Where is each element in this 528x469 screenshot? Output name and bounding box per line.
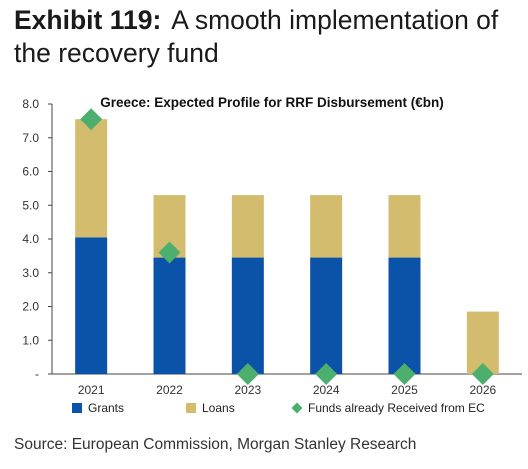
- marker-funds-received-2024: [315, 363, 338, 385]
- legend: Grants Loans Funds already Received from E…: [72, 401, 485, 415]
- y-tick-label: 4.0: [22, 232, 39, 246]
- exhibit-title: Exhibit 119: A smooth implementation of t…: [14, 4, 519, 70]
- marker-funds-received-2026: [471, 363, 494, 385]
- bar-grants-2024: [310, 257, 343, 374]
- y-tick-label: 8.0: [22, 97, 39, 111]
- legend-label: Funds already Received from EC: [308, 401, 485, 415]
- bar-loans-2021: [75, 119, 108, 238]
- legend-swatch-grants: [72, 403, 82, 413]
- exhibit-title-text: A smooth implementation of the recovery …: [14, 5, 499, 68]
- bar-grants-2021: [75, 237, 108, 374]
- y-tick-label: 1.0: [22, 333, 39, 347]
- legend-label: Grants: [88, 401, 124, 415]
- marker-funds-received-2025: [393, 363, 416, 385]
- chart-title: Greece: Expected Profile for RRF Disburs…: [100, 95, 444, 110]
- bar-loans-2025: [388, 195, 421, 258]
- x-tick-label: 2023: [234, 383, 261, 397]
- y-tick-label: 5.0: [22, 198, 39, 212]
- legend-swatch-funds-received: [291, 402, 303, 414]
- bar-grants-2025: [388, 257, 421, 374]
- x-tick-label: 2021: [78, 383, 105, 397]
- x-tick-label: 2025: [391, 383, 418, 397]
- y-tick-label: 6.0: [22, 165, 39, 179]
- y-tick-label: 3.0: [22, 266, 39, 280]
- chart: Greece: Expected Profile for RRF Disburs…: [22, 95, 522, 415]
- y-tick-label: 7.0: [22, 131, 39, 145]
- legend-swatch-loans: [186, 403, 196, 413]
- y-tick-label: 2.0: [22, 300, 39, 314]
- bar-loans-2024: [310, 195, 343, 258]
- bar-grants-2023: [231, 257, 264, 374]
- bar-grants-2022: [153, 257, 186, 374]
- plot-area: - 1.0 2.0 3.0 4.0 5.0 6.0 7.0 8.0 2021 2022 2023 202…: [22, 97, 522, 397]
- marker-funds-received-2023: [236, 363, 259, 385]
- marker-funds-received-2022: [158, 241, 181, 264]
- x-tick-label: 2024: [313, 383, 340, 397]
- bar-loans-2023: [231, 195, 264, 258]
- marker-funds-received-2021: [80, 108, 103, 131]
- exhibit-label: Exhibit 119:: [14, 5, 162, 35]
- x-tick-label: 2022: [156, 383, 183, 397]
- x-tick-label: 2026: [469, 383, 496, 397]
- legend-label: Loans: [202, 401, 235, 415]
- source-note: Source: European Commission, Morgan Stan…: [14, 436, 417, 453]
- y-tick-label: -: [35, 367, 39, 381]
